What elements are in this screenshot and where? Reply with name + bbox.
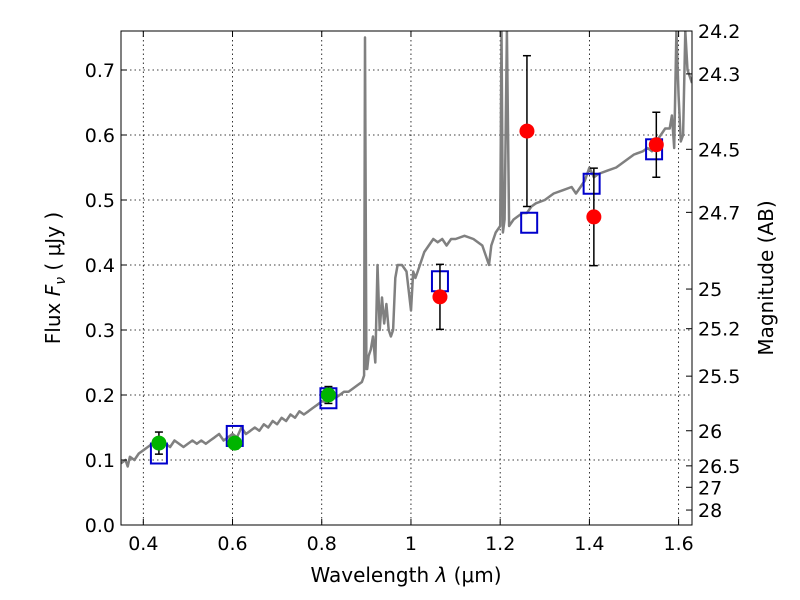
mag-tick-label: 25.2 xyxy=(698,319,740,341)
y-tick-label: 0.6 xyxy=(85,125,115,147)
mag-tick-label: 24.3 xyxy=(698,64,740,86)
model-photometry-square xyxy=(582,172,601,195)
mag-tick-label: 28 xyxy=(698,500,722,522)
axis-ticks: 0.4 0.6 0.8 1 1.2 1.4 1.6 0.0 0.1 0.2 0.3 0.4 0.5 0.6… xyxy=(85,21,741,555)
photometry-point xyxy=(648,137,664,153)
x-tick-label: 0.4 xyxy=(128,533,158,555)
plot-frame xyxy=(120,30,693,526)
y-tick-label: 0.5 xyxy=(85,190,115,212)
photometry-point xyxy=(227,435,243,451)
y-axis-title: Flux Fν ( μJy ) xyxy=(41,212,69,344)
mag-tick-label: 24.2 xyxy=(698,21,740,43)
x-tick-label: 0.8 xyxy=(307,533,337,555)
mag-tick-label: 24.5 xyxy=(698,139,740,161)
x-tick-label: 1.2 xyxy=(485,533,515,555)
photometry-point xyxy=(432,289,448,305)
y-tick-label: 0.0 xyxy=(85,515,115,537)
photometry-point xyxy=(519,123,535,139)
y2-axis-title: Magnitude (AB) xyxy=(754,200,778,355)
plot-data xyxy=(121,31,692,468)
model-photometry-square xyxy=(520,211,539,234)
mag-tick-label: 26 xyxy=(698,421,722,443)
mag-tick-label: 25 xyxy=(698,279,722,301)
photometry-point xyxy=(151,435,167,451)
photometry-point xyxy=(586,209,602,225)
x-tick-label: 1.6 xyxy=(664,533,694,555)
x-tick-label: 1 xyxy=(405,533,417,555)
y-tick-label: 0.1 xyxy=(85,450,115,472)
y-tick-label: 0.3 xyxy=(85,320,115,342)
x-tick-label: 0.6 xyxy=(217,533,247,555)
mag-tick-label: 25.5 xyxy=(698,366,740,388)
y-tick-label: 0.4 xyxy=(85,255,115,277)
mag-tick-label: 27 xyxy=(698,477,722,499)
mag-tick-label: 26.5 xyxy=(698,456,740,478)
y-tick-label: 0.2 xyxy=(85,385,115,407)
x-axis-title: Wavelength λ (μm) xyxy=(310,563,501,587)
photometry-point xyxy=(320,387,336,403)
mag-tick-label: 24.7 xyxy=(698,202,740,224)
x-tick-label: 1.4 xyxy=(574,533,604,555)
y-tick-label: 0.7 xyxy=(85,60,115,82)
